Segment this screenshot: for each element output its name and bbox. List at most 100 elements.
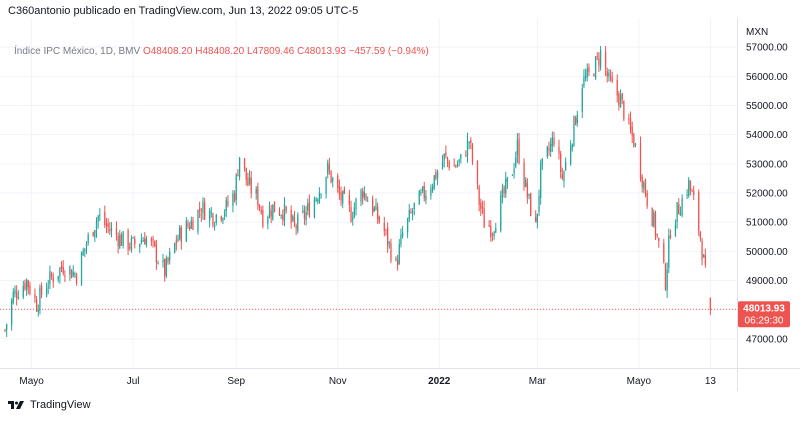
candle-body <box>243 158 246 168</box>
candle-body <box>95 221 98 231</box>
candle-body <box>628 118 630 120</box>
candle-body <box>267 217 269 224</box>
candle-body <box>668 235 670 268</box>
x-tick-label: Sep <box>227 376 245 387</box>
candle-body <box>290 209 292 223</box>
chart-frame[interactable]: MXN 47000.0048000.0049000.0050000.005100… <box>0 18 800 391</box>
candle-body <box>433 175 435 189</box>
low-value: L47809.46 <box>246 46 295 57</box>
candle-body <box>82 250 84 256</box>
candle-body <box>641 176 643 187</box>
candle-body <box>691 190 693 192</box>
candle-body <box>576 114 578 123</box>
candle-body <box>623 101 625 120</box>
y-tick-label: 47000.00 <box>746 334 788 345</box>
candle-body <box>85 243 88 247</box>
candle-body <box>127 230 129 250</box>
candle-body <box>362 191 364 198</box>
candle-body <box>308 201 311 217</box>
candle-body <box>656 234 658 236</box>
candle-body <box>704 255 707 265</box>
candle-body <box>698 192 700 231</box>
y-tick-label: 52000.00 <box>746 189 788 200</box>
candle-body <box>681 198 683 216</box>
candle-body <box>355 198 357 210</box>
candle-body <box>257 187 259 206</box>
candle-body <box>145 238 148 246</box>
candle-body <box>654 212 657 236</box>
symbol-label: Índice IPC México, 1D, BMV <box>14 46 141 57</box>
candle-body <box>45 288 48 297</box>
candle-body <box>25 279 28 291</box>
candle-body <box>212 213 214 226</box>
candle-body <box>423 186 425 198</box>
candle-body <box>611 78 613 82</box>
candle-body <box>29 285 31 294</box>
candle-body <box>378 216 380 223</box>
candle-body <box>465 155 467 157</box>
candle-body <box>332 178 334 182</box>
candle-body <box>177 237 179 242</box>
candle-body <box>506 177 509 182</box>
candle-body <box>104 212 106 225</box>
candle-body <box>643 182 645 189</box>
candle-body <box>525 179 527 187</box>
candle-body <box>408 210 410 219</box>
candle-body <box>318 192 321 203</box>
candle-body <box>646 193 648 206</box>
candle-body <box>180 227 182 243</box>
candle-body <box>280 215 282 217</box>
candle-body <box>87 234 89 243</box>
candle-body <box>443 153 445 161</box>
candle-body <box>523 162 525 187</box>
candle-body <box>503 187 505 194</box>
candle-body <box>140 240 143 244</box>
candle-body <box>315 198 317 201</box>
candle-body <box>621 93 623 100</box>
candle-body <box>541 158 544 164</box>
candle-body <box>150 238 153 242</box>
candle-body <box>22 285 24 298</box>
candle-body <box>215 214 217 223</box>
candle-body <box>480 202 482 210</box>
candle-body <box>456 164 459 167</box>
candle-body <box>658 237 660 242</box>
candle-body <box>59 267 61 277</box>
candle-body <box>629 118 632 130</box>
candle-body <box>292 215 294 221</box>
candle-body <box>167 257 169 262</box>
candle-body <box>513 168 515 174</box>
candle-body <box>152 238 154 241</box>
candle-body <box>363 191 365 198</box>
candle-body <box>530 193 532 216</box>
candle-body <box>688 179 690 196</box>
candle-body <box>540 163 542 198</box>
candle-body <box>528 194 530 196</box>
candle-body <box>72 271 74 277</box>
candle-body <box>441 161 444 169</box>
candle-body <box>213 225 216 227</box>
close-value: C48013.93 <box>297 46 346 57</box>
candle-body <box>425 195 427 201</box>
candle-body <box>222 217 224 221</box>
candle-body <box>401 232 404 237</box>
candle-body <box>189 226 191 230</box>
candle-body <box>453 165 455 167</box>
candle-body <box>400 234 402 245</box>
candle-body <box>232 193 234 206</box>
candle-body <box>313 199 316 218</box>
tradingview-footer[interactable]: TradingView <box>8 399 91 411</box>
candle-body <box>343 188 346 194</box>
candle-body <box>99 214 101 216</box>
candle-body <box>488 225 490 227</box>
candle-body <box>119 234 121 248</box>
candle-body <box>10 300 13 325</box>
candlestick-chart[interactable]: MXN 47000.0048000.0049000.0050000.005100… <box>0 18 800 391</box>
candle-body <box>187 223 189 227</box>
candle-body <box>350 206 352 222</box>
candle-body <box>583 76 585 87</box>
candle-body <box>505 179 507 194</box>
candle-body <box>493 231 495 236</box>
candle-body <box>483 208 485 228</box>
candle-body <box>270 210 272 217</box>
